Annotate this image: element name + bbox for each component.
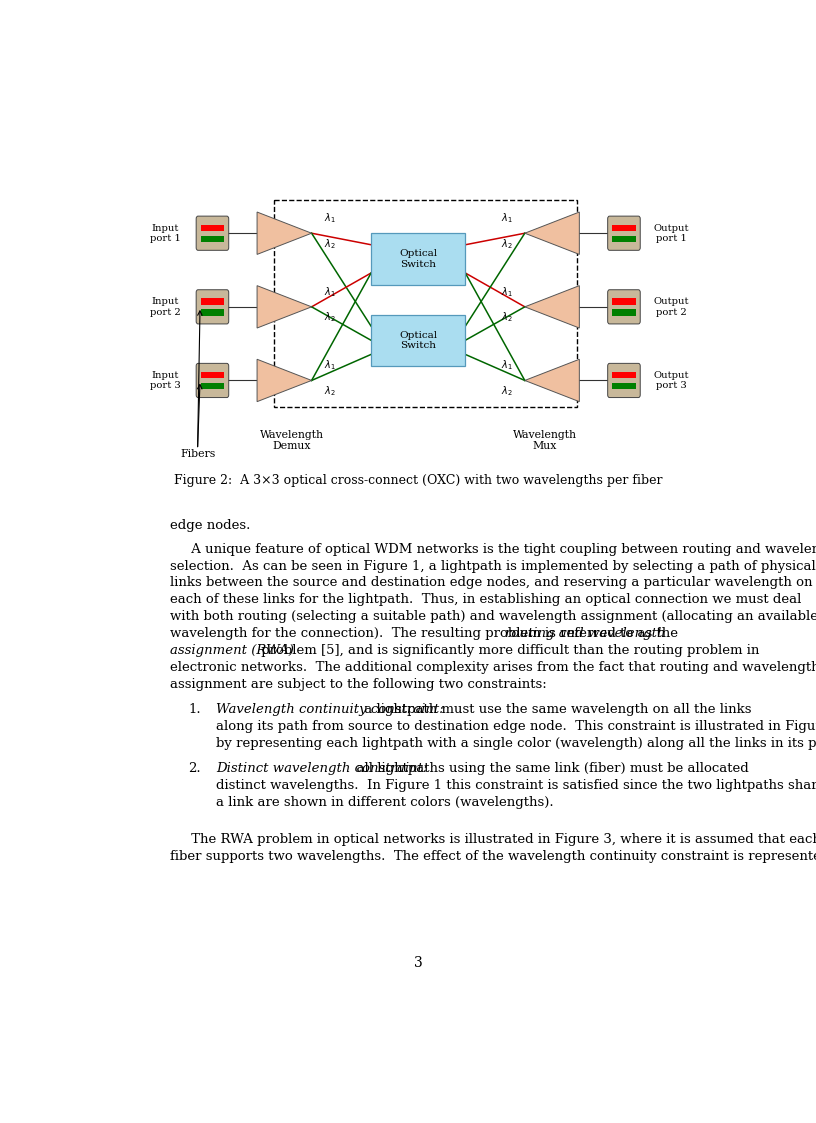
Bar: [201, 298, 224, 304]
Polygon shape: [257, 285, 312, 328]
FancyBboxPatch shape: [608, 290, 641, 323]
Text: Output
port 2: Output port 2: [654, 298, 689, 317]
Text: $\lambda_2$: $\lambda_2$: [324, 237, 335, 250]
Text: Output
port 1: Output port 1: [654, 223, 689, 243]
Text: electronic networks.  The additional complexity arises from the fact that routin: electronic networks. The additional comp…: [171, 660, 816, 674]
FancyBboxPatch shape: [371, 314, 465, 366]
Bar: [612, 236, 636, 241]
Bar: [201, 225, 224, 231]
Text: assignment are subject to the following two constraints:: assignment are subject to the following …: [171, 677, 547, 691]
Text: fiber supports two wavelengths.  The effect of the wavelength continuity constra: fiber supports two wavelengths. The effe…: [171, 850, 816, 862]
Polygon shape: [257, 359, 312, 402]
FancyBboxPatch shape: [196, 216, 228, 250]
Text: Fibers: Fibers: [180, 449, 215, 459]
Text: distinct wavelengths.  In Figure 1 this constraint is satisfied since the two li: distinct wavelengths. In Figure 1 this c…: [215, 778, 816, 792]
Bar: [612, 383, 636, 390]
Text: problem [5], and is significantly more difficult than the routing problem in: problem [5], and is significantly more d…: [257, 643, 760, 657]
Text: Output
port 3: Output port 3: [654, 371, 689, 390]
Text: Wavelength
Mux: Wavelength Mux: [512, 429, 577, 451]
Bar: [201, 372, 224, 378]
Bar: [612, 298, 636, 304]
Text: A unique feature of optical WDM networks is the tight coupling between routing a: A unique feature of optical WDM networks…: [171, 542, 816, 556]
Text: Wavelength
Demux: Wavelength Demux: [259, 429, 324, 451]
Text: wavelength for the connection).  The resulting problem is referred to as the: wavelength for the connection). The resu…: [171, 627, 682, 640]
Text: $\lambda_1$: $\lambda_1$: [500, 285, 512, 299]
FancyBboxPatch shape: [196, 364, 228, 398]
Text: selection.  As can be seen in Figure 1, a lightpath is implemented by selecting : selection. As can be seen in Figure 1, a…: [171, 559, 816, 573]
Text: $\lambda_2$: $\lambda_2$: [501, 384, 512, 398]
Text: Optical
Switch: Optical Switch: [399, 330, 437, 350]
Text: $\lambda_2$: $\lambda_2$: [324, 310, 335, 325]
Polygon shape: [525, 359, 579, 402]
Polygon shape: [525, 285, 579, 328]
Text: $\lambda_2$: $\lambda_2$: [324, 384, 335, 398]
Text: all lightpaths using the same link (fiber) must be allocated: all lightpaths using the same link (fibe…: [348, 761, 749, 775]
Text: $\lambda_2$: $\lambda_2$: [501, 237, 512, 250]
Text: 2.: 2.: [188, 761, 201, 775]
Text: 3: 3: [414, 956, 423, 970]
Text: $\lambda_1$: $\lambda_1$: [500, 358, 512, 373]
Text: links between the source and destination edge nodes, and reserving a particular : links between the source and destination…: [171, 576, 813, 590]
Text: $\lambda_1$: $\lambda_1$: [500, 211, 512, 226]
Text: each of these links for the lightpath.  Thus, in establishing an optical connect: each of these links for the lightpath. T…: [171, 593, 801, 606]
Polygon shape: [257, 212, 312, 255]
Bar: [612, 372, 636, 378]
Bar: [201, 236, 224, 241]
FancyBboxPatch shape: [196, 290, 228, 323]
Text: Wavelength continuity constraint:: Wavelength continuity constraint:: [215, 703, 444, 716]
Text: $\lambda_1$: $\lambda_1$: [324, 211, 336, 226]
Text: Input
port 3: Input port 3: [150, 371, 180, 390]
Text: $\lambda_1$: $\lambda_1$: [324, 358, 336, 373]
Text: The RWA problem in optical networks is illustrated in Figure 3, where it is assu: The RWA problem in optical networks is i…: [171, 833, 816, 846]
Text: Figure 2:  A 3×3 optical cross-connect (OXC) with two wavelengths per fiber: Figure 2: A 3×3 optical cross-connect (O…: [174, 474, 663, 487]
Text: $\lambda_2$: $\lambda_2$: [501, 310, 512, 325]
Text: edge nodes.: edge nodes.: [171, 519, 251, 532]
Text: a link are shown in different colors (wavelengths).: a link are shown in different colors (wa…: [215, 796, 553, 809]
FancyBboxPatch shape: [371, 234, 465, 284]
Text: 1.: 1.: [188, 703, 201, 716]
FancyBboxPatch shape: [608, 364, 641, 398]
Text: Optical
Switch: Optical Switch: [399, 249, 437, 268]
Text: assignment (RWA): assignment (RWA): [171, 643, 295, 657]
Text: $\lambda_1$: $\lambda_1$: [324, 285, 336, 299]
Bar: [201, 309, 224, 316]
Text: a lightpath must use the same wavelength on all the links: a lightpath must use the same wavelength…: [360, 703, 752, 716]
Bar: [201, 383, 224, 390]
Text: Input
port 2: Input port 2: [150, 298, 180, 317]
Text: along its path from source to destination edge node.  This constraint is illustr: along its path from source to destinatio…: [215, 720, 816, 733]
Bar: [612, 225, 636, 231]
Text: routing and wavelength: routing and wavelength: [505, 627, 666, 640]
Text: by representing each lightpath with a single color (wavelength) along all the li: by representing each lightpath with a si…: [215, 737, 816, 750]
Text: Distinct wavelength constraint:: Distinct wavelength constraint:: [215, 761, 428, 775]
Bar: [612, 309, 636, 316]
Polygon shape: [525, 212, 579, 255]
Text: Input
port 1: Input port 1: [150, 223, 181, 243]
Text: with both routing (selecting a suitable path) and wavelength assignment (allocat: with both routing (selecting a suitable …: [171, 610, 816, 623]
FancyBboxPatch shape: [608, 216, 641, 250]
